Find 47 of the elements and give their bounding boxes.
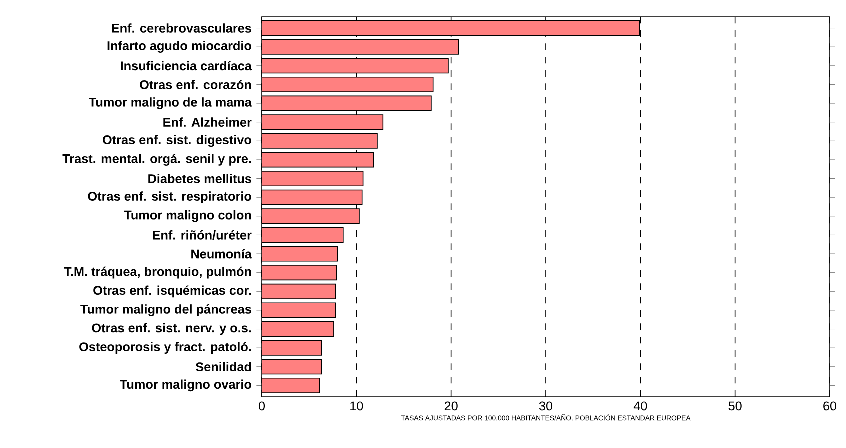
bar xyxy=(262,190,363,206)
bar xyxy=(262,96,432,112)
bar xyxy=(262,265,338,281)
bar xyxy=(262,133,378,149)
y-tick-label: Tumor maligno ovario xyxy=(120,380,252,392)
bar xyxy=(262,39,460,55)
y-tick-label: Enf. cerebrovasculares xyxy=(112,24,252,33)
y-tick-label: Osteoporosis y fract. patoló. xyxy=(80,342,252,354)
bar xyxy=(262,359,322,375)
y-tick-label: Otras enf. sist. respiratorio xyxy=(88,192,252,204)
bar xyxy=(262,322,334,338)
x-tick-label: 60 xyxy=(824,402,837,411)
bar xyxy=(262,302,336,318)
y-tick-label: Enf. riñón/uréter xyxy=(153,230,252,240)
x-tick-label: 40 xyxy=(634,402,648,411)
bar xyxy=(262,340,322,356)
y-tick-label: Insuficiencia cardíaca xyxy=(121,61,252,71)
bar xyxy=(262,227,344,243)
bar xyxy=(262,114,384,130)
bar xyxy=(262,152,374,168)
bar xyxy=(262,20,640,36)
y-tick-label: Enf. Alzheimer xyxy=(164,118,252,127)
x-tick-label: 50 xyxy=(728,402,742,411)
bar xyxy=(262,246,338,262)
y-tick-label: Diabetes mellitus xyxy=(148,174,252,184)
y-tick-label: Trast. mental. orgá. senil y pre. xyxy=(62,154,252,166)
x-tick-label: 0 xyxy=(258,402,266,411)
y-tick-label: Infarto agudo miocardio xyxy=(108,41,252,54)
bar xyxy=(262,284,336,300)
y-tick-label: Otras enf. sist. digestivo xyxy=(103,135,252,148)
bar xyxy=(262,58,449,74)
y-tick-label: Tumor maligno del páncreas xyxy=(80,304,252,316)
x-tick-label: 30 xyxy=(539,402,553,411)
bar xyxy=(262,171,364,187)
y-tick-label: Tumor maligno colon xyxy=(124,210,252,222)
x-tick-label: 20 xyxy=(444,402,458,411)
x-tick-label: 10 xyxy=(350,402,364,411)
y-tick-label: Otras enf. sist. nerv. y o.s. xyxy=(92,323,252,336)
bar xyxy=(262,76,434,92)
y-tick-label: Otras enf. isquémicas cor. xyxy=(94,286,252,298)
y-tick-label: T.M. tráquea, bronquio, pulmón xyxy=(64,266,252,279)
y-tick-label: Otras enf. corazón xyxy=(140,80,252,90)
bar xyxy=(262,208,360,224)
y-tick-label: Neumonía xyxy=(192,249,252,259)
y-tick-label: Tumor maligno de la mama xyxy=(89,98,252,110)
y-tick-label: Senilidad xyxy=(196,362,252,372)
bar xyxy=(262,378,320,394)
